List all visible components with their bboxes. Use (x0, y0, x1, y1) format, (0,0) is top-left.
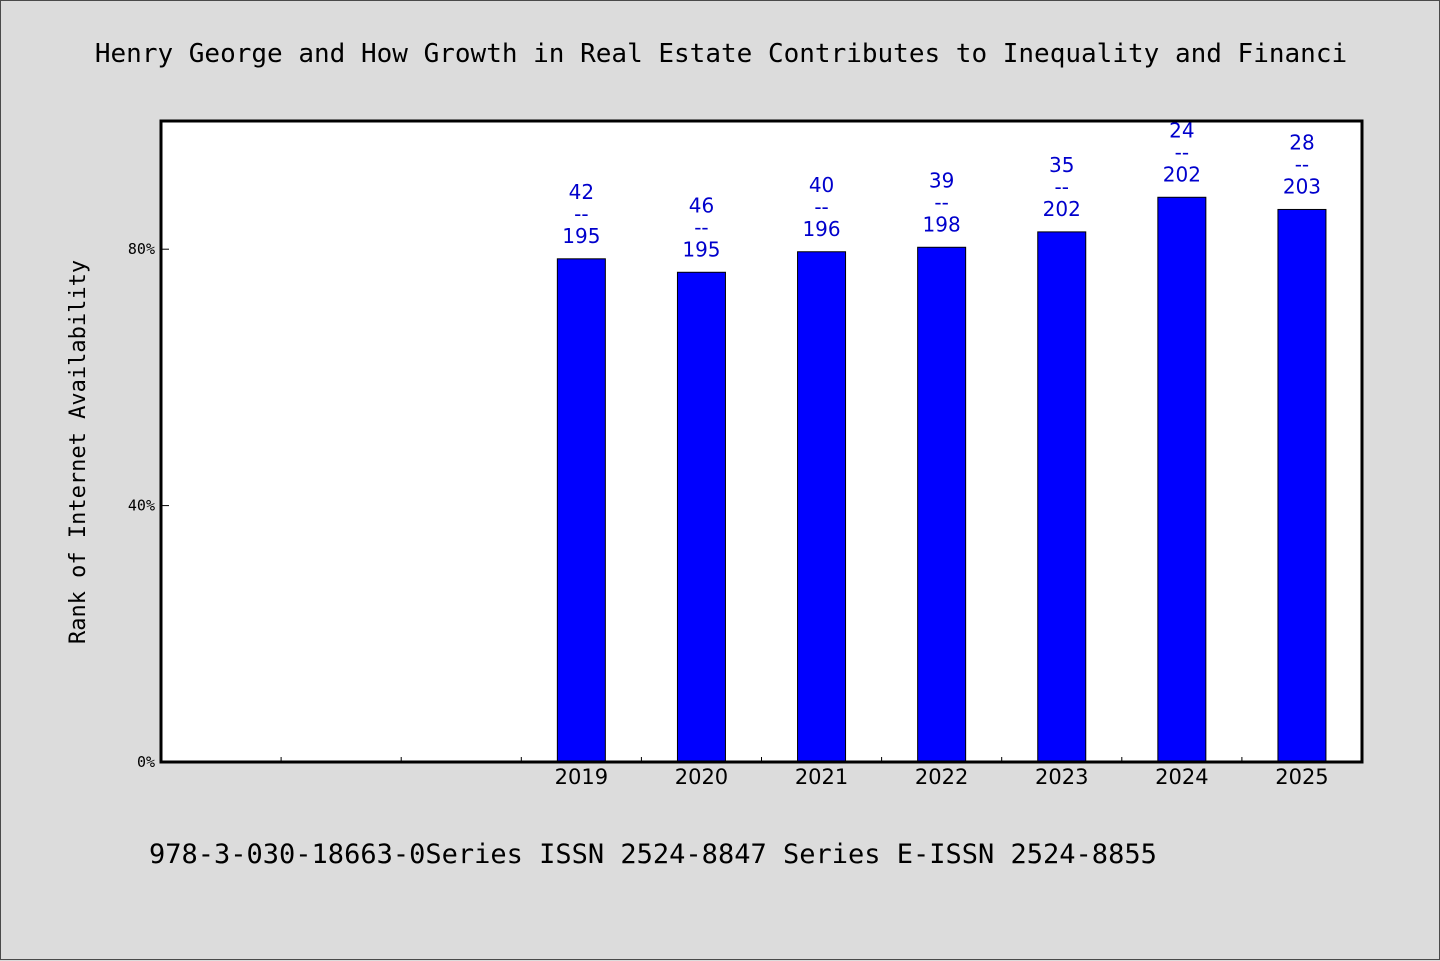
x-tick-label-2021: 2021 (795, 765, 848, 789)
data-label-2020-line-3: 195 (682, 237, 720, 261)
y-tick-label-40: 40% (128, 497, 155, 515)
x-tick-label-2019: 2019 (555, 765, 608, 789)
bar-2022 (917, 246, 967, 763)
bar-2023 (1037, 231, 1087, 763)
data-label-2022-line-1: 39 (929, 168, 954, 192)
y-tick-label-0: 0% (137, 753, 155, 771)
data-labels-group: 42--19546--19540--19639--19835--20224--2… (562, 118, 1321, 261)
y-axis-label: Rank of Internet Availability (66, 260, 91, 644)
bar-2020 (676, 271, 726, 763)
data-label-2019-line-2: -- (574, 202, 588, 226)
data-label-2021-line-1: 40 (809, 173, 834, 197)
data-label-2025-line-1: 28 (1289, 130, 1314, 154)
data-label-2022-line-3: 198 (923, 212, 961, 236)
footer-identifiers: 978-3-030-18663-0Series ISSN 2524-8847 S… (149, 839, 1157, 870)
plot-border (159, 119, 1364, 764)
chart-title: Henry George and How Growth in Real Esta… (95, 39, 1347, 69)
data-label-2021-line-2: -- (814, 195, 828, 219)
data-label-2023-line-1: 35 (1049, 153, 1074, 177)
data-label-2019-line-1: 42 (569, 180, 594, 204)
x-tick-label-2022: 2022 (915, 765, 968, 789)
y-axis-ticks: 0% 40% 80% (128, 240, 169, 771)
x-tick-label-2025: 2025 (1275, 765, 1328, 789)
data-label-2023-line-3: 202 (1043, 197, 1081, 221)
x-tick-label-2023: 2023 (1035, 765, 1088, 789)
bar-2024 (1157, 196, 1207, 763)
data-label-2024-line-2: -- (1175, 140, 1189, 164)
data-label-2024-line-3: 202 (1163, 162, 1201, 186)
data-label-2025-line-3: 203 (1283, 174, 1321, 198)
bar-2019 (556, 258, 606, 763)
y-tick-label-80: 80% (128, 240, 155, 258)
x-tick-label-2020: 2020 (675, 765, 728, 789)
data-label-2019-line-3: 195 (562, 224, 600, 248)
data-label-2022-line-2: -- (934, 190, 948, 214)
bar-2025 (1277, 208, 1327, 763)
data-label-2025-line-2: -- (1295, 152, 1309, 176)
data-label-2020-line-1: 46 (689, 193, 714, 217)
x-axis-ticks: 2019 2020 2021 2022 2023 2024 2025 (280, 757, 1329, 789)
bars-group (556, 196, 1327, 763)
x-tick-label-2024: 2024 (1155, 765, 1208, 789)
bar-2021 (797, 251, 847, 763)
data-label-2021-line-3: 196 (802, 217, 840, 241)
data-label-2023-line-2: -- (1055, 175, 1069, 199)
data-label-2020-line-2: -- (694, 215, 708, 239)
